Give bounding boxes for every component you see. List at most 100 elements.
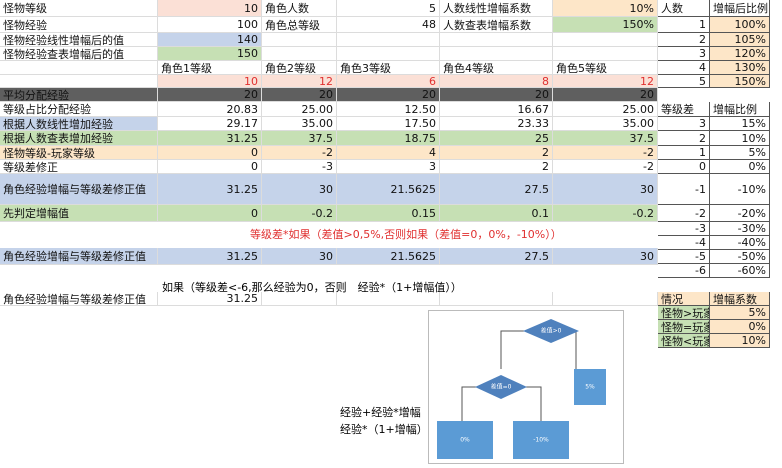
cell: 怪物经验 [0,17,158,33]
node-label: 差值=0 [491,383,512,391]
cell [0,75,158,88]
cell: 角色人数 [262,0,337,17]
cell: 角色5等级 [553,61,658,75]
cell: -3 [658,222,710,236]
node-label: 0% [460,437,470,444]
cell: 21.5625 [337,248,440,265]
cell: 先判定增幅值 [0,205,158,222]
cell: 人数 [658,0,710,17]
cell: 角色2等级 [262,61,337,75]
cell: 角色经验增幅与等级差修正值 [0,174,158,205]
cell: 16.67 [440,102,553,117]
cell: 29.17 [158,117,262,131]
cell: 25.00 [553,102,658,117]
cell: 怪物等级 [0,0,158,17]
cell: 1 [658,17,710,33]
cell: 4 [658,61,710,75]
cell: 5 [658,75,710,88]
cell [440,292,553,306]
cell: 0.15 [337,205,440,222]
cell: 0% [710,160,770,174]
cell [553,47,658,61]
cell: 150% [710,75,770,88]
cell: 20 [553,88,658,102]
cell: 130% [710,61,770,75]
cell [553,292,658,306]
cell: 平均分配经验 [0,88,158,102]
cell: 31.25 [158,248,262,265]
cell: 5 [337,0,440,17]
cell: 等级占比分配经验 [0,102,158,117]
cell: 6 [337,75,440,88]
cell: 30 [262,248,337,265]
cell [262,292,337,306]
side-note: 经验*（1+增幅） [340,423,428,436]
cell: 10% [710,131,770,146]
cell: 5% [710,306,770,320]
cell: 25.00 [262,102,337,117]
cell [337,292,440,306]
cell: 3 [658,117,710,131]
cell [440,33,553,47]
cell: 10 [158,75,262,88]
cell: 27.5 [440,174,553,205]
cell: 0 [158,205,262,222]
cell: 0 [158,160,262,174]
cell: 0 [658,160,710,174]
cell [0,61,158,75]
cell: 人数线性增幅系数 [440,0,553,17]
cell: -5 [658,250,710,264]
cell: 0 [158,146,262,160]
cell: 12 [262,75,337,88]
cell: 角色4等级 [440,61,553,75]
cell: -2 [553,160,658,174]
cell: -2 [262,146,337,160]
cell: 根据人数线性增加经验 [0,117,158,131]
cell: 150% [553,17,658,33]
cell: 增幅系数 [710,292,770,306]
cell: 37.5 [262,131,337,146]
cell: 12.50 [337,102,440,117]
cell: 30 [262,174,337,205]
cell: 30 [553,174,658,205]
cell: 12 [553,75,658,88]
cell: 根据人数查表增加经验 [0,131,158,146]
cell: 18.75 [337,131,440,146]
cell [440,47,553,61]
cell: -0.2 [553,205,658,222]
cell: 人数查表增幅系数 [440,17,553,33]
cell: 8 [440,75,553,88]
cell: 情况 [658,292,710,306]
cell: 31.25 [158,292,262,306]
cell [337,33,440,47]
cell: -2 [658,205,710,222]
cell: 怪物经验线性增幅后的值 [0,33,158,47]
cell: 20 [337,88,440,102]
cell: 角色1等级 [158,61,262,75]
cell: -50% [710,250,770,264]
cell: -20% [710,205,770,222]
cell: 30 [553,248,658,265]
cell: -1 [658,174,710,205]
formula-note: 等级差*如果（差值>0,5%,否则如果（差值=0，0%，-10%）） [250,228,562,241]
cell: -6 [658,264,710,278]
cell: 3 [337,160,440,174]
cell: 100 [158,17,262,33]
flowchart: 差值>0 差值=0 5% 0% -10% [437,319,606,459]
cell: 150 [158,47,262,61]
box [513,421,569,459]
cell: 4 [337,146,440,160]
cell: 增幅比例 [710,102,770,117]
cell: 1 [658,146,710,160]
cell: 2 [658,131,710,146]
box [437,421,493,459]
side-note: 经验+经验*增幅 [340,406,421,419]
if-note: 如果（等级差<-6,那么经验为0，否则 经验*（1+增幅值）） [162,281,462,294]
cell: 怪物等级-玩家等级 [0,146,158,160]
decision [475,375,527,399]
cell [337,47,440,61]
cell: 怪物<玩家 [658,334,710,348]
cell: 0.1 [440,205,553,222]
cell: 48 [337,17,440,33]
